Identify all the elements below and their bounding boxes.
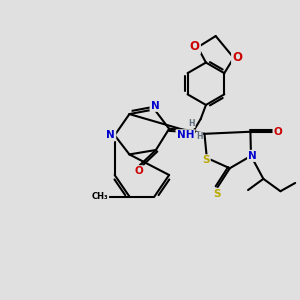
Text: NH: NH bbox=[177, 130, 194, 140]
Text: S: S bbox=[202, 155, 210, 165]
Text: H: H bbox=[189, 119, 195, 128]
Text: N: N bbox=[248, 151, 257, 161]
Text: N: N bbox=[151, 101, 159, 111]
Text: N: N bbox=[106, 130, 115, 140]
Text: O: O bbox=[134, 166, 143, 176]
Text: CH₃: CH₃ bbox=[92, 192, 108, 201]
Text: O: O bbox=[232, 51, 242, 64]
Text: S: S bbox=[213, 189, 220, 199]
Text: H: H bbox=[196, 132, 203, 141]
Text: O: O bbox=[190, 40, 200, 53]
Text: O: O bbox=[274, 127, 283, 137]
